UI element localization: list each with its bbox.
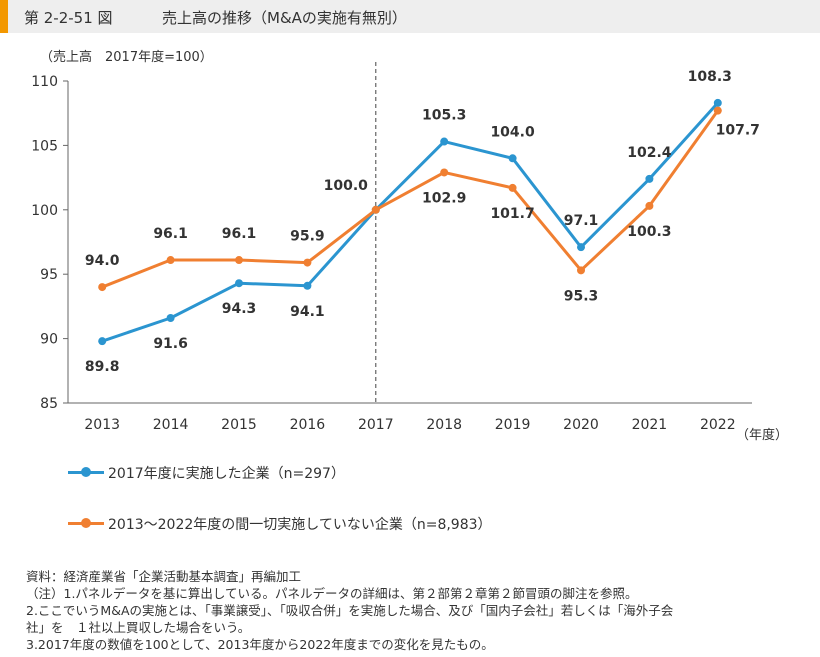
series-2-point xyxy=(371,205,380,214)
source-note: 資料：経済産業省「企業活動基本調査」再編加工 xyxy=(26,569,302,584)
footnotes: 資料：経済産業省「企業活動基本調査」再編加工 （注）1.パネルデータを基に算出し… xyxy=(26,568,806,653)
figure-title: 売上高の推移（M&Aの実施有無別） xyxy=(162,9,407,27)
series-2-data-label: 95.3 xyxy=(564,288,599,304)
series-1-data-label: 91.6 xyxy=(153,336,188,352)
series-2-data-label: 100.3 xyxy=(627,224,671,240)
legend-marker-blue xyxy=(81,467,91,477)
y-tick-label: 85 xyxy=(40,396,58,412)
x-tick-label: 2017 xyxy=(358,417,394,433)
series-1-point xyxy=(235,279,243,288)
y-tick-label: 95 xyxy=(40,267,58,283)
series-1-data-label: 97.1 xyxy=(564,213,599,229)
x-tick-label: 2021 xyxy=(632,417,668,433)
figure-header: 第 2-2-51 図 売上高の推移（M&Aの実施有無別） xyxy=(0,0,820,33)
y-tick-label: 90 xyxy=(40,332,58,348)
header-accent-bar xyxy=(0,0,8,33)
x-tick-label: 2019 xyxy=(495,417,531,433)
series-2-point xyxy=(508,183,517,192)
series-2-data-label: 96.1 xyxy=(153,226,188,242)
series-1-data-label: 108.3 xyxy=(688,69,732,85)
series-1-data-label: 105.3 xyxy=(422,108,466,124)
x-tick-label: 2013 xyxy=(84,417,120,433)
series-1-data-label: 100.0 xyxy=(324,178,369,194)
series-1-point xyxy=(508,154,517,163)
y-tick-label: 100 xyxy=(31,203,58,219)
series-2-point xyxy=(645,201,654,210)
series-1-point xyxy=(645,174,654,183)
series-2-data-label: 94.0 xyxy=(85,253,120,269)
x-tick-label: 2014 xyxy=(153,417,189,433)
y-tick-label: 105 xyxy=(31,138,58,154)
series-1-point xyxy=(303,281,312,290)
y-tick-label: 110 xyxy=(31,74,58,90)
x-tick-label: 2020 xyxy=(563,417,599,433)
note-3: 3.2017年度の数値を100として、2013年度から2022年度までの変化を見… xyxy=(26,637,494,652)
legend-marker-orange xyxy=(81,518,91,528)
series-2-data-label: 101.7 xyxy=(490,206,534,222)
series-1-data-label: 89.8 xyxy=(85,359,120,375)
series-1-point xyxy=(577,243,585,252)
legend-label-series-2: 2013～2022年度の間一切実施していない企業（n=8,983） xyxy=(108,517,492,533)
note-2: 2.ここでいうM&Aの実施とは、「事業譲受」、「吸収合併」を実施した場合、及び「… xyxy=(26,603,674,618)
series-line-1 xyxy=(101,101,719,343)
line-chart: 110 105 100 95 90 85 2013 2014 2015 2016 2017 2018 2… xyxy=(31,62,788,443)
series-2-data-label: 102.9 xyxy=(422,190,466,206)
x-axis-label: （年度） xyxy=(736,427,788,443)
series-2-point xyxy=(713,106,722,115)
x-tick-label: 2015 xyxy=(221,417,257,433)
series-1-data-label: 104.0 xyxy=(490,124,535,140)
note-2-continued: 社」を １社以上買収した場合をいう。 xyxy=(26,620,251,635)
series-2-data-label: 95.9 xyxy=(290,229,325,245)
series-line-2 xyxy=(101,109,720,289)
x-tick-label: 2016 xyxy=(290,417,326,433)
series-1-data-label: 102.4 xyxy=(627,145,672,161)
series-2-point xyxy=(577,266,585,275)
series-1-data-label: 94.3 xyxy=(222,301,257,317)
series-2-point xyxy=(166,256,175,265)
legend-label-series-1: 2017年度に実施した企業（n=297） xyxy=(108,466,345,482)
series-2-point xyxy=(303,258,312,267)
x-tick-label: 2022 xyxy=(700,417,736,433)
series-1-point xyxy=(166,313,175,322)
series-2-data-label: 107.7 xyxy=(716,123,760,139)
series-2-point xyxy=(98,283,107,292)
note-1: （注）1.パネルデータを基に算出している。パネルデータの詳細は、第２部第２章第２… xyxy=(26,586,638,601)
series-2-point xyxy=(235,256,243,265)
series-1-point xyxy=(98,337,107,346)
series-1-data-label: 94.1 xyxy=(290,304,325,320)
series-1-point xyxy=(713,98,722,107)
x-tick-label: 2018 xyxy=(426,417,462,433)
series-1-point xyxy=(440,137,449,146)
figure-number: 第 2-2-51 図 xyxy=(24,9,113,27)
series-2-data-label: 96.1 xyxy=(222,226,257,242)
y-axis-unit-label: （売上高 2017年度=100） xyxy=(40,50,213,65)
series-2-point xyxy=(440,168,449,177)
